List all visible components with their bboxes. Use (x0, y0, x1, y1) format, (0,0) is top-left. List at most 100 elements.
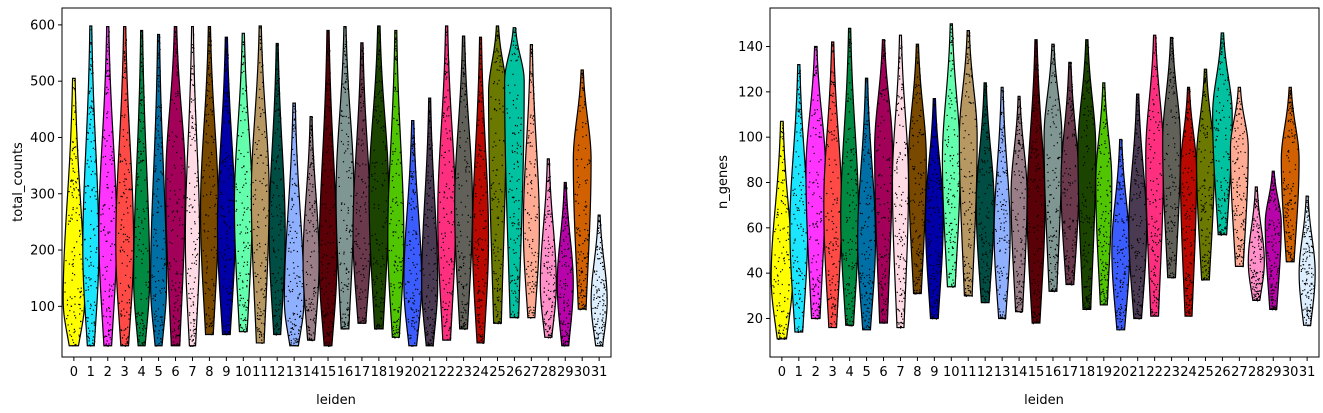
violin-points-18 (370, 30, 389, 330)
violin-points-9 (220, 37, 236, 336)
violin-points-31 (1300, 196, 1315, 327)
violin-points-11 (960, 32, 977, 297)
violin-13 (993, 86, 1011, 320)
violin-25 (1195, 68, 1215, 281)
violin-points-26 (1213, 35, 1232, 236)
x-tick-label: 30 (1282, 365, 1299, 380)
violin-points-6 (167, 31, 185, 347)
x-tick-label: 14 (303, 365, 320, 380)
violin-points-14 (305, 116, 320, 342)
x-tick-label: 28 (1248, 365, 1265, 380)
violin-points-27 (1231, 90, 1248, 268)
violin-points-6 (876, 40, 893, 324)
violin-points-19 (388, 32, 404, 339)
violin-30 (1280, 86, 1300, 263)
violin-points-15 (320, 31, 337, 347)
violin-24 (1179, 86, 1198, 317)
y-tick-label: 200 (30, 244, 55, 259)
y-tick-label: 80 (746, 176, 763, 191)
y-tick-label: 100 (30, 300, 55, 315)
x-tick-label: 22 (1146, 365, 1163, 380)
violin-points-23 (1164, 37, 1180, 279)
x-tick-label: 10 (943, 365, 960, 380)
violin-points-7 (894, 45, 909, 329)
x-tick-label: 15 (1028, 365, 1045, 380)
x-tick-label: 6 (879, 365, 887, 380)
violin-points-22 (1147, 37, 1163, 317)
x-tick-label: 27 (1231, 365, 1248, 380)
y-tick-label: 300 (30, 187, 55, 202)
x-tick-label: 5 (862, 365, 870, 380)
x-tick-label: 12 (269, 365, 286, 380)
x-tick-label: 9 (222, 365, 230, 380)
violin-29 (1264, 170, 1282, 311)
x-tick-label: 4 (845, 365, 853, 380)
y-tick-label: 20 (746, 312, 763, 327)
x-tick-label: 17 (354, 365, 371, 380)
violin-points-29 (558, 183, 574, 347)
violins-group (62, 25, 608, 347)
violin-points-28 (541, 159, 557, 339)
violin-points-1 (84, 29, 99, 347)
x-tick-label: 31 (1299, 365, 1316, 380)
x-tick-label: 25 (489, 365, 506, 380)
violin-points-20 (405, 123, 422, 347)
x-tick-label: 23 (455, 365, 472, 380)
violin-points-27 (524, 44, 540, 319)
x-tick-label: 20 (1112, 365, 1129, 380)
x-tick-label: 14 (1011, 365, 1028, 380)
x-tick-label: 0 (70, 365, 78, 380)
x-tick-label: 28 (540, 365, 557, 380)
violin-19 (387, 29, 405, 338)
x-tick-label: 26 (506, 365, 523, 380)
x-tick-label: 21 (421, 365, 438, 380)
y-axis-label: total_counts (11, 142, 26, 222)
y-tick-label: 500 (30, 75, 55, 90)
violin-points-20 (1113, 140, 1130, 331)
y-axis-ticks: 20 40 60 80 100 120 140 (738, 40, 770, 327)
violin-21 (421, 97, 439, 347)
x-tick-label: 24 (1180, 365, 1197, 380)
violin-points-23 (455, 42, 472, 331)
violin-points-5 (859, 78, 876, 330)
violin-points-22 (438, 30, 456, 341)
violin-points-4 (842, 31, 858, 327)
violin-points-8 (202, 28, 219, 336)
violin-points-29 (1266, 171, 1282, 311)
x-tick-label: 21 (1129, 365, 1146, 380)
x-tick-label: 19 (388, 365, 405, 380)
violin-points-21 (422, 101, 438, 347)
x-tick-label: 2 (812, 365, 820, 380)
x-tick-label: 16 (1045, 365, 1062, 380)
violin-points-11 (252, 27, 270, 344)
violin-points-12 (978, 83, 994, 304)
violin-points-9 (926, 99, 944, 320)
x-tick-label: 30 (574, 365, 591, 380)
x-tick-label: 13 (994, 365, 1011, 380)
x-tick-label: 1 (795, 365, 803, 380)
violin-points-1 (791, 70, 807, 333)
x-tick-label: 3 (121, 365, 129, 380)
x-tick-label: 11 (252, 365, 269, 380)
violin-points-15 (1028, 40, 1044, 325)
x-tick-label: 29 (1265, 365, 1282, 380)
y-tick-label: 100 (738, 131, 763, 146)
violin-points-3 (117, 28, 133, 347)
y-tick-label: 400 (30, 131, 55, 146)
x-tick-label: 11 (960, 365, 977, 380)
x-tick-label: 8 (205, 365, 213, 380)
x-tick-label: 26 (1214, 365, 1231, 380)
x-tick-label: 4 (137, 365, 145, 380)
violin-points-26 (506, 28, 523, 319)
x-tick-label: 15 (320, 365, 337, 380)
y-axis-ticks: 100 200 300 400 500 600 (30, 18, 62, 315)
violin-15 (1026, 39, 1046, 324)
violin-11 (250, 25, 270, 344)
violin-points-17 (354, 47, 372, 324)
violin-25 (487, 25, 507, 324)
x-tick-label: 24 (472, 365, 489, 380)
violin-points-10 (943, 24, 960, 288)
violin-24 (471, 36, 490, 344)
x-tick-label: 23 (1163, 365, 1180, 380)
violin-points-18 (1080, 39, 1096, 311)
